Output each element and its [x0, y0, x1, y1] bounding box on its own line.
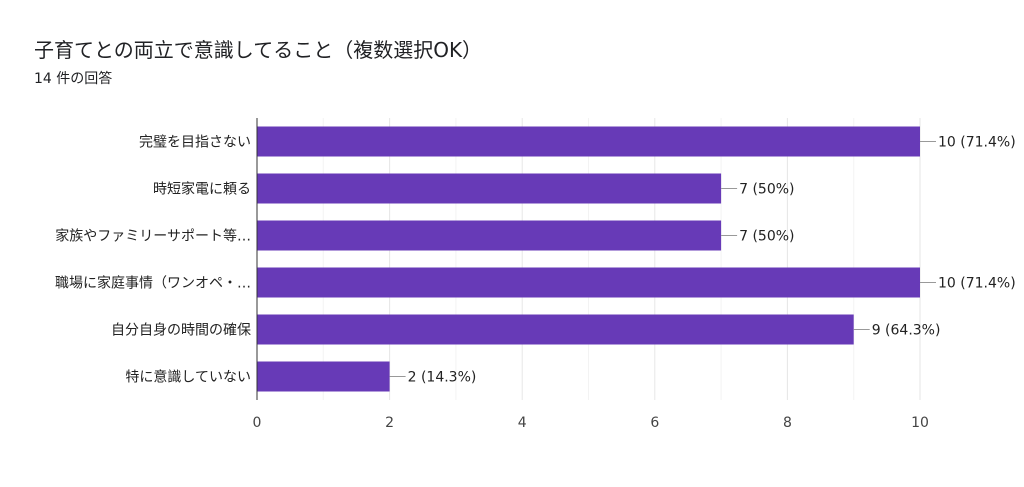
value-label: 7 (50%) — [739, 182, 794, 198]
category-label: 家族やファミリーサポート等… — [55, 228, 251, 245]
x-tick-label: 8 — [783, 415, 792, 431]
value-label: 10 (71.4%) — [938, 276, 1016, 292]
value-label: 2 (14.3%) — [408, 370, 477, 386]
bar — [257, 220, 722, 251]
category-label: 職場に家庭事情（ワンオペ・… — [55, 275, 251, 292]
x-axis-ticks: 0 2 4 6 8 10 — [253, 415, 929, 431]
response-count: 14 件の回答 — [34, 71, 113, 87]
bars — [257, 126, 920, 392]
category-label: 完璧を目指さない — [139, 134, 251, 151]
category-label: 時短家電に頼る — [153, 181, 251, 198]
x-tick-label: 10 — [911, 415, 929, 431]
value-label: 9 (64.3%) — [872, 323, 941, 339]
chart-title: 子育てとの両立で意識してること（複数選択OK） — [34, 38, 483, 62]
category-label: 自分自身の時間の確保 — [111, 323, 251, 339]
x-tick-label: 2 — [385, 415, 394, 431]
bar — [257, 314, 854, 345]
x-tick-label: 4 — [518, 415, 527, 431]
bar — [257, 126, 920, 157]
value-label: 10 (71.4%) — [938, 135, 1016, 151]
grid-lines — [322, 118, 921, 400]
bar — [257, 173, 722, 204]
bar — [257, 267, 920, 298]
x-tick-label: 0 — [253, 415, 262, 431]
bar — [257, 361, 390, 392]
value-labels: 10 (71.4%) 7 (50%) 7 (50%) 10 (71.4%) 9 (64.… — [389, 135, 1016, 386]
category-label: 特に意識していない — [125, 369, 251, 386]
x-tick-label: 6 — [650, 415, 659, 431]
value-label: 7 (50%) — [739, 229, 794, 245]
